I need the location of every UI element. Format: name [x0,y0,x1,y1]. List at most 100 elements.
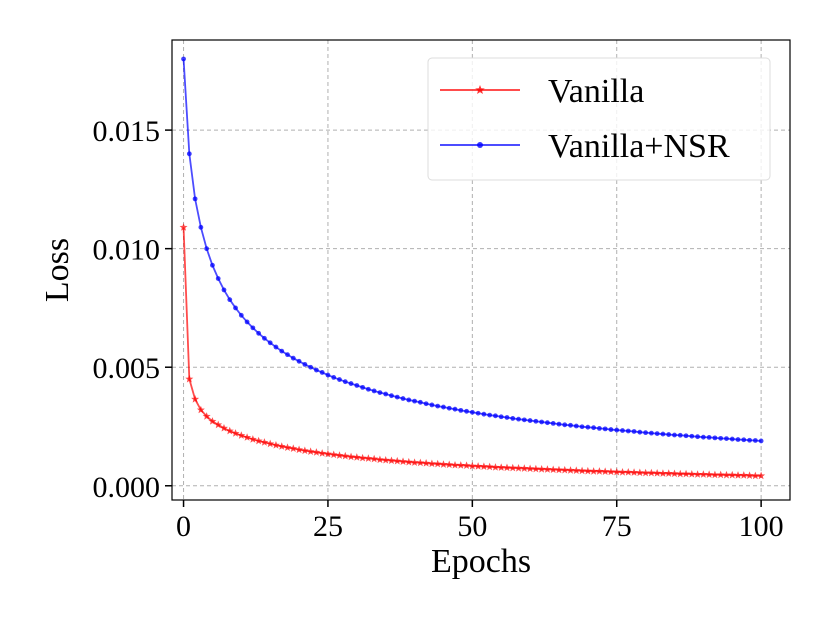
data-point [735,437,741,442]
data-point [585,424,591,430]
data-point [670,469,679,478]
data-point [331,375,337,380]
data-point [491,463,500,471]
data-point [202,412,211,420]
legend-marker [477,142,483,148]
data-point [462,461,471,470]
data-point [325,372,331,378]
data-point [560,465,569,474]
data-point [550,421,556,426]
data-point [352,453,361,461]
data-point [427,459,436,468]
y-axis-title: Loss [39,238,76,302]
series-vanilla [179,223,766,480]
legend: Vanilla Vanilla+NSR [427,57,771,181]
x-tick-label: 75 [602,510,632,543]
data-point [637,429,643,435]
legend-item: Vanilla [440,73,644,110]
data-point [497,463,506,471]
legend-box [427,57,771,181]
data-point [387,456,396,465]
data-point [394,394,400,400]
data-point [295,445,304,454]
data-point [383,391,389,397]
data-point [545,420,550,426]
data-point [306,447,315,456]
data-point [699,470,708,478]
data-point [572,466,581,474]
data-point [689,433,695,439]
data-point [185,374,194,383]
data-point [527,418,533,423]
legend-label: Vanilla+NSR [548,128,730,165]
data-point [456,461,465,469]
data-point [624,468,633,476]
data-point [358,453,367,462]
data-point [192,196,198,202]
data-point [666,432,672,437]
data-point [718,435,724,441]
y-tick-label: 0.005 [93,352,161,385]
data-point [504,415,510,420]
data-point [254,436,263,445]
data-point [579,424,585,430]
data-point [179,223,188,231]
data-point [757,471,766,480]
data-point [658,469,667,477]
data-point [214,420,223,429]
data-point [342,379,348,385]
data-point [360,384,365,390]
data-point [537,464,546,473]
data-point [566,466,575,474]
data-point [635,468,644,477]
data-point [503,463,511,472]
data-point [468,461,477,470]
x-tick-label: 25 [313,510,343,543]
data-point [231,429,240,437]
data-point [653,469,662,477]
series-layer [179,56,766,480]
data-point [244,319,250,325]
data-point [302,361,308,367]
data-point [531,464,540,473]
data-point [389,393,394,399]
data-point [745,471,754,479]
data-point [647,468,656,477]
data-point [377,390,383,395]
data-point [186,151,192,157]
data-point [758,438,764,444]
data-point [429,402,435,408]
data-point [290,355,296,361]
data-point [410,458,419,466]
data-point [751,471,760,480]
data-point [266,439,275,448]
data-point [312,448,321,456]
data-point [347,452,356,461]
data-point [181,56,186,62]
legend-item: Vanilla+NSR [440,128,730,165]
data-point [422,459,431,467]
data-point [498,414,504,420]
data-point [267,340,273,346]
data-point [573,423,579,429]
data-point [219,423,228,432]
data-point [348,381,354,386]
data-point [641,468,650,477]
data-point [724,436,729,441]
data-point [406,397,412,403]
x-tick-label: 50 [457,510,487,543]
data-point [716,470,725,479]
data-point [606,467,615,476]
data-point [705,470,714,479]
data-point [435,403,441,409]
y-axis-ticks: 0.000 0.005 0.010 0.015 [93,115,172,504]
data-point [729,436,735,442]
data-point [400,396,406,401]
data-point [591,425,597,431]
x-axis-ticks: 0 25 50 75 100 [176,500,784,543]
x-tick-label: 0 [176,510,191,543]
data-point [215,276,221,281]
data-point [458,407,464,413]
data-point [283,443,292,451]
data-point [381,455,390,464]
